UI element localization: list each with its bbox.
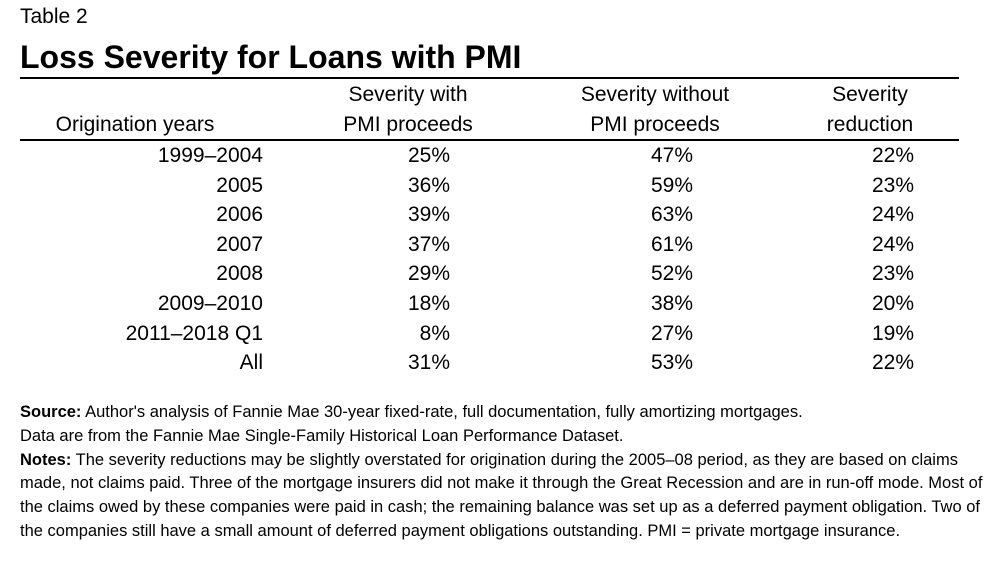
- cell-without-pmi: 27%: [650, 321, 693, 345]
- cell-years: 2008: [216, 262, 263, 286]
- header-severity-with-pmi: Severity with PMI proceeds: [318, 80, 498, 140]
- top-rule: [20, 77, 959, 79]
- cell-reduction: 22%: [871, 351, 914, 375]
- cell-without-pmi: 63%: [650, 203, 693, 227]
- header-severity-without-pmi: Severity without PMI proceeds: [540, 80, 770, 140]
- cell-years: 2006: [216, 203, 263, 227]
- table-row: 2005 36% 59% 23%: [20, 171, 959, 201]
- cell-with-pmi: 36%: [407, 173, 450, 197]
- cell-years: 2007: [216, 232, 263, 256]
- header-reduction-line2: reduction: [826, 113, 914, 136]
- header-severity-reduction: Severity reduction: [800, 80, 940, 140]
- cell-without-pmi: 47%: [650, 144, 693, 167]
- cell-reduction: 20%: [871, 291, 914, 315]
- cell-years: All: [239, 351, 263, 375]
- header-reduction-line1: Severity: [832, 83, 908, 106]
- table-row: 2009–2010 18% 38% 20%: [20, 289, 959, 319]
- header-without-line1: Severity without: [580, 83, 730, 106]
- cell-without-pmi: 53%: [650, 351, 693, 375]
- cell-without-pmi: 59%: [650, 173, 693, 197]
- cell-years: 2011–2018 Q1: [125, 321, 263, 345]
- notes-label: Notes:: [20, 450, 72, 469]
- table-row: 2011–2018 Q1 8% 27% 19%: [20, 319, 959, 349]
- cell-reduction: 24%: [871, 232, 914, 256]
- source-text: Author's analysis of Fannie Mae 30-year …: [81, 403, 803, 421]
- cell-reduction: 23%: [871, 262, 914, 286]
- cell-with-pmi: 29%: [407, 262, 450, 286]
- notes-text: The severity reductions may be slightly …: [20, 450, 983, 540]
- cell-reduction: 22%: [871, 144, 914, 167]
- header-with-line2: PMI proceeds: [343, 113, 473, 136]
- cell-with-pmi: 18%: [407, 291, 450, 315]
- notes-paragraph: Notes: The severity reductions may be sl…: [20, 449, 985, 544]
- cell-reduction: 24%: [871, 203, 914, 227]
- source-label: Source:: [20, 403, 82, 421]
- cell-with-pmi: 8%: [419, 321, 450, 345]
- table-title: Loss Severity for Loans with PMI: [20, 39, 522, 75]
- table-footnotes: Source: Author's analysis of Fannie Mae …: [20, 401, 985, 544]
- cell-reduction: 23%: [871, 173, 914, 197]
- table-label: Table 2: [20, 5, 88, 28]
- table-row: 2008 29% 52% 23%: [20, 259, 959, 289]
- cell-reduction: 19%: [871, 321, 914, 345]
- source-note-line2: Data are from the Fannie Mae Single-Fami…: [20, 426, 624, 445]
- cell-without-pmi: 52%: [650, 262, 693, 286]
- table-row: 2007 37% 61% 24%: [20, 230, 959, 260]
- cell-without-pmi: 38%: [650, 291, 693, 315]
- cell-with-pmi: 31%: [407, 351, 450, 375]
- header-rule: [20, 139, 959, 141]
- header-with-line1: Severity with: [348, 83, 468, 106]
- table-row: 2006 39% 63% 24%: [20, 200, 959, 230]
- cell-with-pmi: 37%: [407, 232, 450, 256]
- table-row: 1999–2004 25% 47% 22%: [20, 141, 959, 171]
- table-body: 1999–2004 25% 47% 22% 2005 36% 59% 23% 2…: [20, 141, 959, 378]
- cell-years: 1999–2004: [157, 144, 263, 167]
- cell-years: 2005: [216, 173, 263, 197]
- cell-years: 2009–2010: [157, 291, 263, 315]
- cell-without-pmi: 61%: [650, 232, 693, 256]
- source-note: Source: Author's analysis of Fannie Mae …: [20, 401, 985, 425]
- table-row: All 31% 53% 22%: [20, 348, 959, 378]
- cell-with-pmi: 25%: [407, 144, 450, 167]
- header-without-line2: PMI proceeds: [590, 113, 720, 136]
- cell-with-pmi: 39%: [407, 203, 450, 227]
- header-origination-years: Origination years: [55, 113, 215, 136]
